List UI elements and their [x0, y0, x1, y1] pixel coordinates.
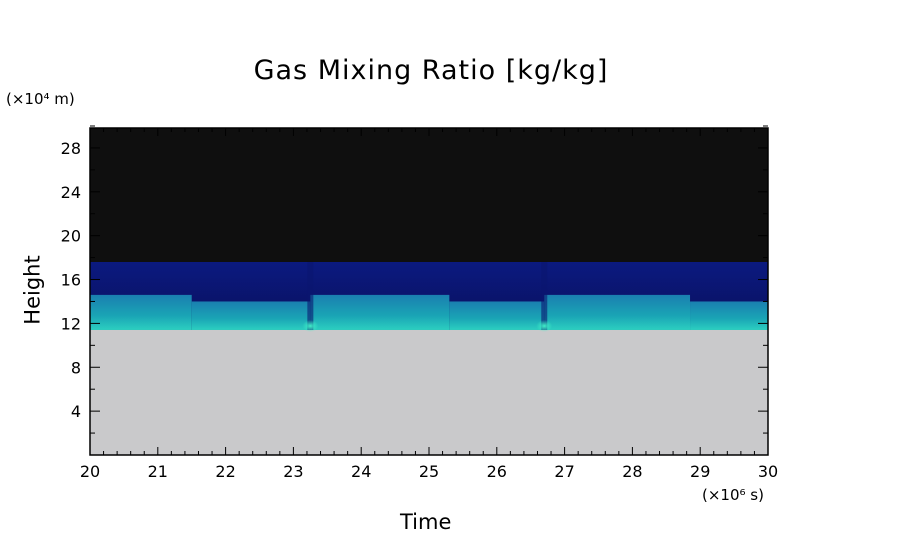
- x-axis-unit: (×10⁶ s): [702, 486, 764, 504]
- y-tick-label: 4: [71, 402, 81, 421]
- x-tick-label: 25: [419, 462, 439, 481]
- heatmap-cell-segment-5: [690, 301, 768, 330]
- x-tick-label: 24: [351, 462, 371, 481]
- x-tick-label: 28: [622, 462, 642, 481]
- y-tick-label: 12: [61, 314, 81, 333]
- x-tick-label: 27: [554, 462, 574, 481]
- y-axis-unit: (×10⁴ m): [6, 90, 75, 108]
- heatmap-cell-segment-0: [90, 294, 192, 330]
- heatmap-cell-segment-2: [310, 294, 450, 330]
- x-tick-label: 30: [758, 462, 778, 481]
- x-tick-label: 20: [80, 462, 100, 481]
- y-tick-label: 20: [61, 227, 81, 246]
- y-tick-label: 16: [61, 271, 81, 290]
- y-tick-label: 24: [61, 183, 81, 202]
- y-tick-label: 8: [71, 358, 81, 377]
- heatmap-cell-segment-3: [449, 301, 545, 330]
- chart-title: Gas Mixing Ratio [kg/kg]: [253, 55, 609, 86]
- heatmap-cell-segment-4: [544, 294, 691, 330]
- heatmap-lower-layer: [90, 329, 768, 455]
- x-tick-label: 22: [215, 462, 235, 481]
- heatmap-bright-spot-0: [302, 319, 319, 332]
- heatmap-bright-spot-1: [536, 319, 553, 332]
- heatmap-cell-segment-1: [191, 301, 311, 330]
- x-tick-label: 21: [148, 462, 168, 481]
- x-tick-label: 23: [283, 462, 303, 481]
- x-tick-label: 29: [690, 462, 710, 481]
- y-tick-label: 28: [61, 139, 81, 158]
- x-axis-label: Time: [400, 510, 452, 534]
- heatmap-dip-0: [307, 261, 314, 330]
- x-tick-label: 26: [487, 462, 507, 481]
- heatmap-dip-1: [541, 261, 548, 330]
